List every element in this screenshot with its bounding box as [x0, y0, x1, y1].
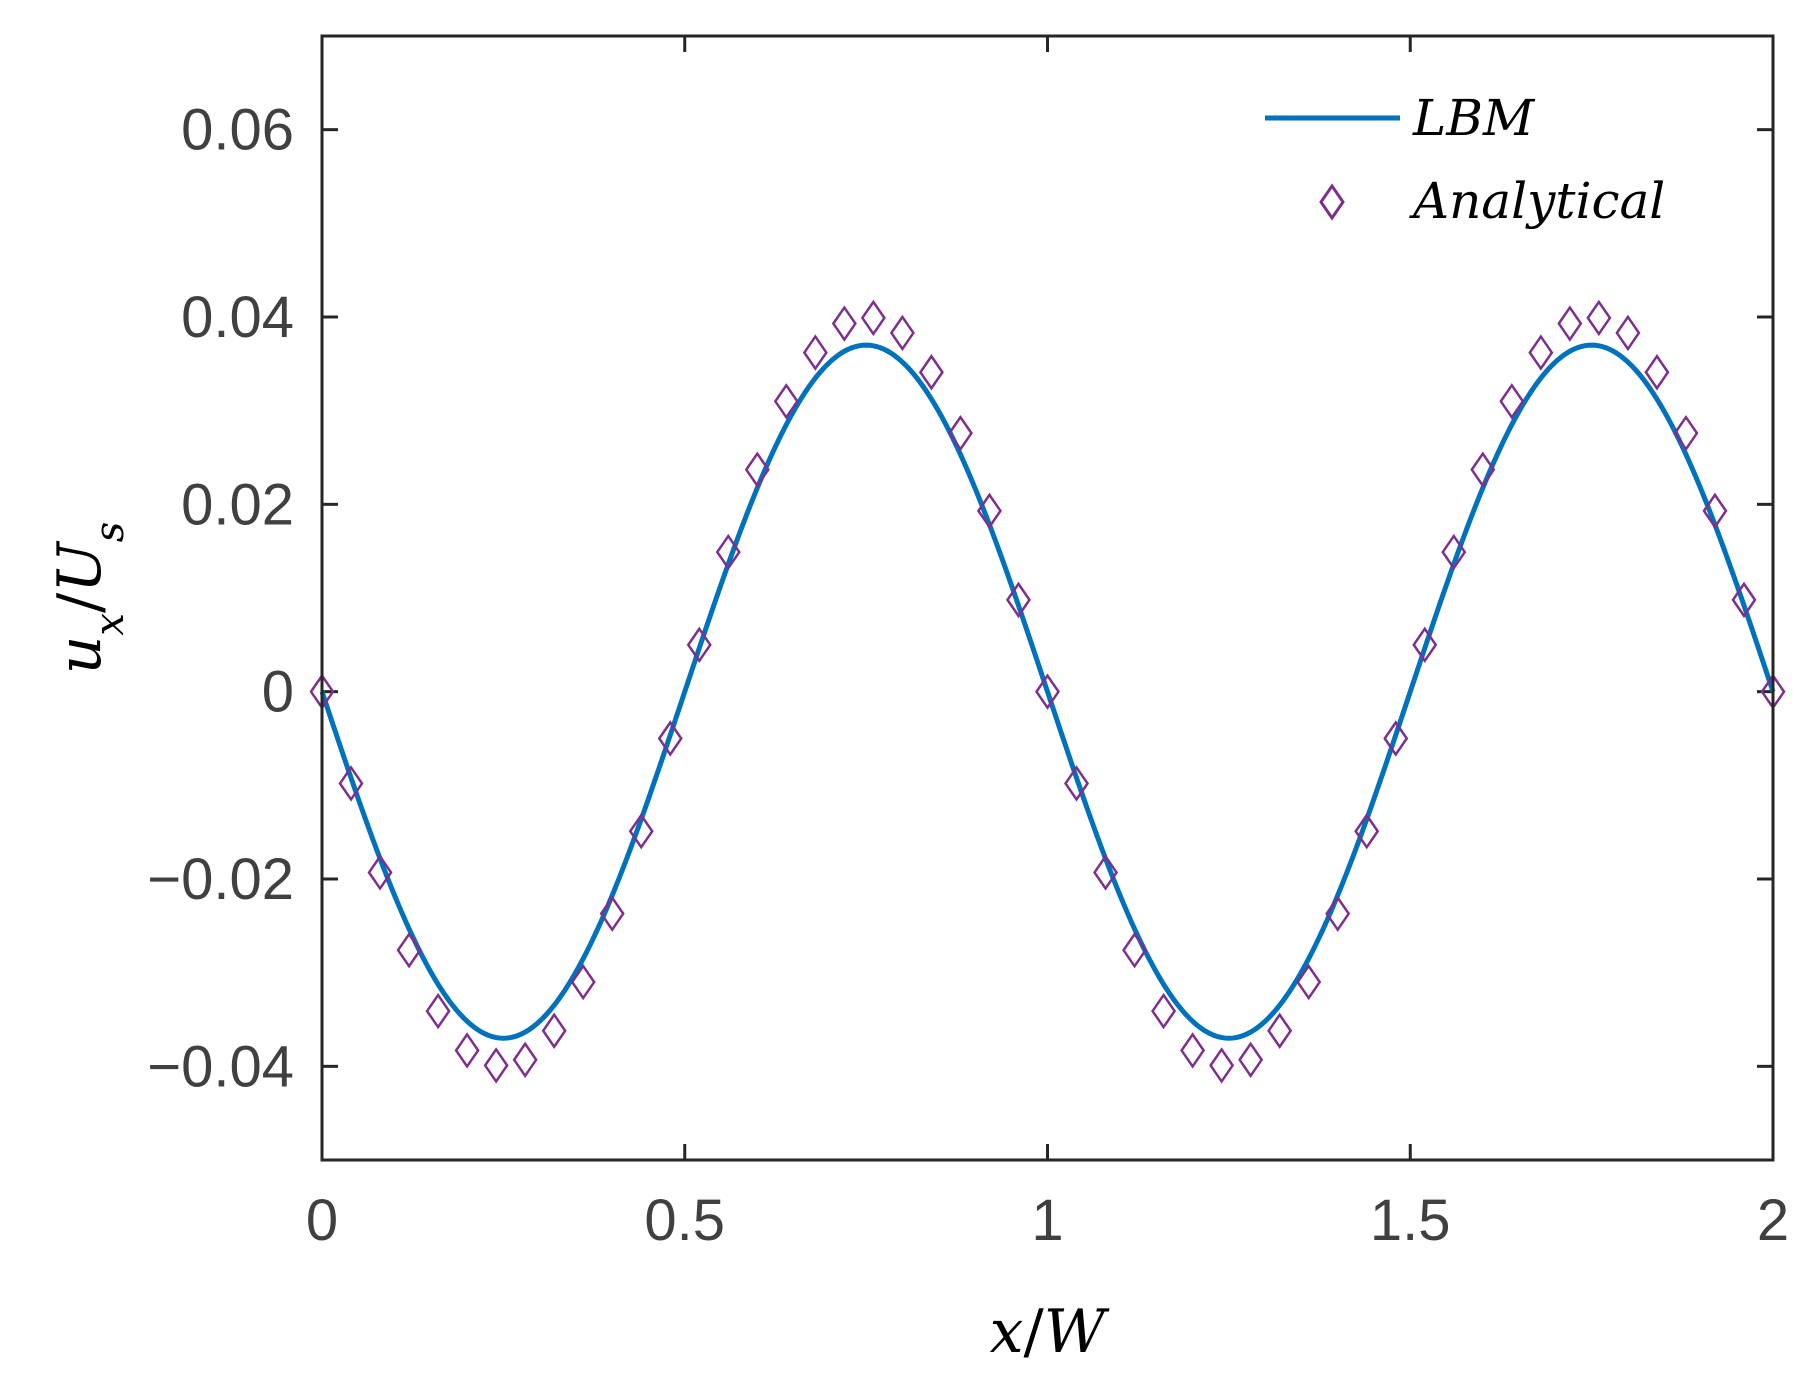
plot-frame — [320, 34, 1775, 1162]
analytical-point-12 — [657, 720, 683, 757]
analytical-point-28 — [1122, 931, 1148, 969]
analytical-point-29 — [1151, 992, 1177, 1030]
x-axis-label-var: x — [990, 1297, 1024, 1367]
analytical-point-9 — [570, 963, 596, 1001]
analytical-point-6 — [483, 1047, 509, 1084]
analytical-point-42 — [1528, 334, 1554, 371]
y-tick-label-4: 0.04 — [181, 285, 294, 350]
x-tick-label-1: 0.5 — [644, 1188, 725, 1253]
analytical-point-11 — [628, 813, 654, 850]
analytical-point-22 — [947, 414, 973, 452]
analytical-point-30 — [1180, 1032, 1206, 1069]
analytical-point-34 — [1296, 963, 1322, 1001]
analytical-point-20 — [889, 314, 915, 352]
analytical-point-40 — [1470, 451, 1496, 488]
x-tick-label-2: 1 — [1031, 1188, 1063, 1253]
analytical-point-15 — [744, 451, 770, 488]
legend-label-analytical: Analytical — [1409, 172, 1665, 230]
y-axis-label-var-sub: x — [87, 613, 133, 636]
y-axis-label-var: u — [45, 636, 115, 675]
analytical-point-16 — [773, 383, 799, 420]
tick-labels-layer: 0 0.5 1 1.5 2 −0.04 −0.02 0 0.02 0.04 0.06 — [147, 98, 1789, 1253]
legend-diamond-swatch — [1319, 183, 1345, 221]
y-axis-label-slash: / — [45, 592, 115, 613]
analytical-point-10 — [599, 895, 625, 932]
analytical-point-25 — [1034, 673, 1061, 710]
analytical-point-49 — [1731, 581, 1757, 619]
analytical-point-23 — [976, 492, 1002, 530]
analytical-point-37 — [1383, 720, 1409, 757]
y-tick-label-2: 0 — [262, 660, 294, 725]
x-axis-label-slash: / — [1023, 1297, 1044, 1367]
x-axis-label-den: W — [1044, 1297, 1110, 1367]
y-tick-label-1: −0.02 — [147, 847, 294, 912]
analytical-point-21 — [918, 354, 944, 391]
legend: LBM Analytical — [1265, 89, 1665, 230]
analytical-point-31 — [1209, 1047, 1235, 1084]
y-tick-label-3: 0.02 — [181, 472, 294, 537]
analytical-point-26 — [1064, 765, 1090, 802]
analytical-point-2 — [367, 854, 393, 891]
analytical-point-43 — [1557, 305, 1583, 342]
analytical-point-3 — [396, 931, 422, 969]
analytical-point-14 — [715, 533, 741, 571]
analytical-point-45 — [1615, 314, 1641, 352]
analytical-point-35 — [1325, 895, 1351, 932]
analytical-point-17 — [802, 334, 828, 371]
analytical-point-48 — [1702, 492, 1728, 530]
analytical-point-44 — [1586, 299, 1612, 337]
analytical-point-13 — [686, 626, 712, 664]
ticks-layer — [320, 36, 1775, 1160]
x-tick-label-0: 0 — [306, 1188, 338, 1253]
analytical-point-19 — [860, 299, 886, 337]
analytical-point-38 — [1412, 626, 1438, 664]
y-tick-label-0: −0.04 — [147, 1034, 294, 1099]
y-axis-label: ux/Us — [45, 522, 133, 675]
analytical-point-1 — [338, 765, 364, 802]
y-axis-label-den: U — [45, 540, 115, 593]
analytical-point-18 — [831, 305, 857, 342]
analytical-point-8 — [541, 1012, 567, 1049]
analytical-point-41 — [1499, 383, 1525, 420]
analytical-point-47 — [1673, 414, 1699, 452]
analytical-point-32 — [1238, 1041, 1264, 1078]
analytical-point-46 — [1644, 354, 1670, 391]
analytical-point-39 — [1441, 533, 1467, 571]
series-lbm-line — [319, 342, 1776, 1041]
x-tick-label-3: 1.5 — [1370, 1188, 1451, 1253]
analytical-point-7 — [512, 1041, 538, 1078]
legend-label-lbm: LBM — [1412, 89, 1536, 147]
analytical-point-4 — [425, 992, 451, 1030]
x-tick-label-4: 2 — [1757, 1188, 1789, 1253]
y-tick-label-5: 0.06 — [181, 98, 294, 163]
analytical-point-36 — [1354, 813, 1380, 850]
series-layer — [309, 299, 1786, 1084]
y-axis-label-den-sub: s — [87, 522, 133, 543]
analytical-point-24 — [1005, 581, 1031, 619]
x-axis-label: x/W — [990, 1297, 1110, 1367]
analytical-point-5 — [454, 1032, 480, 1069]
analytical-point-27 — [1093, 854, 1119, 891]
analytical-point-33 — [1267, 1012, 1293, 1049]
